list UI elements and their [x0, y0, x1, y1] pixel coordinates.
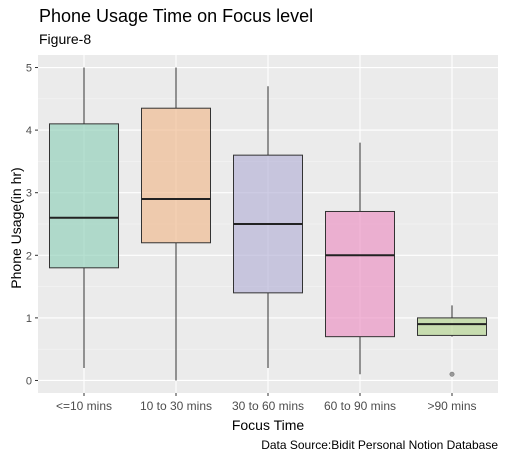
- x-tick-label: 60 to 90 mins: [324, 399, 396, 413]
- box-iqr: [325, 210, 395, 338]
- x-axis-label: Focus Time: [231, 417, 305, 433]
- box-iqr: [417, 317, 487, 336]
- data-source-caption: Data Source:Bidit Personal Notion Databa…: [261, 438, 498, 452]
- outlier-point: [449, 371, 455, 377]
- box-iqr: [49, 123, 119, 269]
- chart-title: Phone Usage Time on Focus level: [39, 6, 314, 26]
- chart-subtitle: Figure-8: [39, 31, 92, 47]
- x-tick-label: <=10 mins: [56, 399, 112, 413]
- y-tick-label: 4: [26, 125, 32, 137]
- x-tick-label: 30 to 60 mins: [232, 399, 304, 413]
- box-iqr: [141, 107, 211, 244]
- y-tick-label: 2: [26, 250, 32, 262]
- x-tick-label: >90 mins: [427, 399, 476, 413]
- y-tick-label: 1: [26, 313, 32, 325]
- y-tick-label: 0: [26, 375, 32, 387]
- y-tick-label: 5: [26, 63, 32, 75]
- x-tick-label: 10 to 30 mins: [140, 399, 212, 413]
- y-tick-label: 3: [26, 188, 32, 200]
